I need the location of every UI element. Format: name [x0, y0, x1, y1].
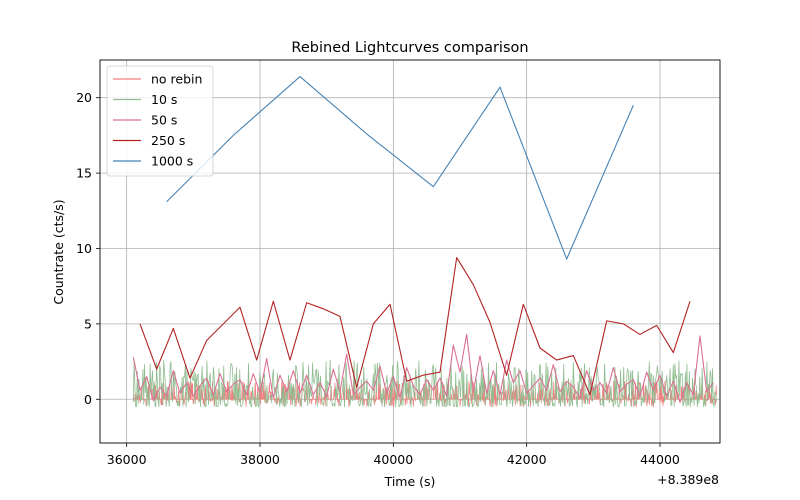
x-tick-label: 38000	[240, 452, 280, 467]
x-tick-label: 40000	[373, 452, 413, 467]
legend-box	[106, 65, 214, 177]
series-line-250-s	[139, 256, 691, 396]
y-tick-label: 10	[76, 241, 92, 256]
x-tick-label: 42000	[507, 452, 547, 467]
x-tick-label: 36000	[107, 452, 147, 467]
x-axis-ticks: 36000 38000 40000 42000 44000	[107, 443, 680, 467]
series-line-no-rebin	[132, 380, 717, 408]
axes-frame	[99, 59, 721, 444]
legend-label: 10 s	[151, 92, 177, 107]
y-tick-label: 20	[76, 90, 92, 105]
y-axis-label: Countrate (cts/s)	[51, 199, 66, 304]
series-line-50-s	[132, 333, 714, 403]
series-line-10-s	[132, 359, 717, 408]
y-axis-ticks: 0 5 10 15 20	[76, 90, 100, 407]
legend: no rebin 10 s 50 s 250 s 1000 s	[106, 65, 214, 177]
y-tick-label: 0	[84, 392, 92, 407]
x-axis-offset-label: +8.389e8	[657, 472, 719, 487]
series-layer	[132, 76, 717, 408]
y-tick-label: 5	[84, 316, 92, 331]
legend-label: 1000 s	[151, 154, 193, 169]
legend-label: 50 s	[151, 113, 177, 128]
x-axis-label: Time (s)	[384, 474, 436, 489]
x-tick-label: 44000	[640, 452, 680, 467]
plot-area	[132, 76, 717, 408]
y-tick-label: 15	[76, 166, 92, 181]
legend-label: 250 s	[151, 133, 185, 148]
chart-title: Rebined Lightcurves comparison	[291, 40, 528, 56]
series-line-1000-s	[166, 76, 634, 260]
legend-label: no rebin	[151, 72, 202, 87]
